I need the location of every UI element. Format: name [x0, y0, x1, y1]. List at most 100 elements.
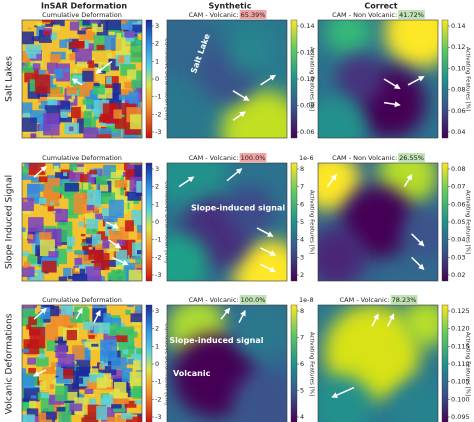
- colorbar-tick-label: -1: [155, 236, 161, 244]
- panel-subtitle: CAM - Non Volcanic: 26.55%: [332, 154, 424, 162]
- colorbar-tick-label: 0.06: [451, 107, 465, 115]
- deformation-patch: [75, 249, 81, 254]
- deformation-patch: [129, 371, 142, 387]
- deformation-patch: [66, 213, 79, 219]
- panel-subtitle: Cumulative Deformation: [42, 296, 122, 304]
- deformation-patch: [83, 39, 91, 48]
- heatmap-blob: [221, 90, 287, 138]
- deformation-patch: [67, 275, 73, 280]
- panel-subtitle: CAM - Volcanic: 100.0%: [189, 296, 266, 304]
- deformation-patch: [80, 233, 86, 237]
- colorbar-tick-label: -3: [155, 128, 161, 136]
- deformation-patch: [107, 226, 112, 230]
- deformation-patch: [108, 229, 113, 235]
- arrow: [260, 74, 277, 86]
- deformation-patch: [23, 387, 40, 402]
- colorbar-tick-label: 0.10: [300, 75, 314, 83]
- deformation-patch: [96, 377, 107, 389]
- deformation-patch: [78, 80, 91, 91]
- deformation-patch: [102, 394, 114, 404]
- colorbar-tick-label: 6: [300, 360, 304, 368]
- deformation-patch: [96, 175, 108, 185]
- arrow: [260, 263, 277, 273]
- row-label: Salt Lakes: [5, 56, 15, 102]
- colorbar-tick-label: -3: [155, 413, 161, 421]
- deformation-patch: [129, 114, 142, 130]
- deformation-patch: [72, 345, 85, 360]
- deformation-patch: [125, 169, 141, 180]
- colorbar-tick-label: -1: [155, 378, 161, 386]
- deformation-patch: [126, 416, 142, 422]
- deformation-patch: [77, 41, 85, 49]
- deformation-patch: [89, 186, 93, 189]
- colorbar-tick-label: 0.120: [451, 325, 470, 333]
- deformation-patch: [107, 323, 119, 336]
- deformation-patch: [88, 249, 102, 260]
- deformation-patch: [73, 68, 78, 74]
- column-header: Correct: [364, 2, 397, 11]
- deformation-patch: [22, 227, 26, 232]
- score-highlight: [390, 295, 418, 304]
- deformation-patch: [135, 258, 142, 267]
- deformation-patch: [96, 44, 105, 51]
- deformation-patch: [80, 242, 89, 247]
- deformation-patch: [63, 361, 75, 376]
- deformation-patch: [87, 189, 102, 208]
- panel: CAM - Volcanic: 100.0% Slope-induced signa…: [166, 153, 315, 282]
- colorbar-label: Activating Features [%]: [465, 47, 471, 111]
- deformation-patch: [70, 317, 82, 323]
- cam-caption: CAM - Volcanic:: [189, 296, 239, 304]
- deformation-patch: [27, 51, 37, 59]
- colorbar-tick-label: 3: [155, 22, 159, 30]
- colorbar: [145, 304, 153, 422]
- colorbar-label: Activating Features [%]: [465, 190, 471, 254]
- heatmap-blob: [324, 20, 372, 56]
- cam-score: 100.0%: [241, 154, 266, 162]
- panel-frame: [166, 162, 288, 282]
- deformation-patch: [52, 379, 64, 392]
- deformation-patch: [134, 400, 142, 405]
- colorbar-tick-label: 0.14: [300, 22, 314, 30]
- score-highlight: [398, 153, 425, 162]
- deformation-patch: [80, 174, 89, 183]
- colorbar-tick-label: 0.095: [451, 413, 470, 421]
- colorbar-tick-label: 0: [155, 360, 159, 368]
- deformation-patch: [50, 75, 54, 79]
- heatmap-blob: [167, 233, 209, 281]
- deformation-patch: [124, 31, 135, 38]
- deformation-patch: [86, 305, 92, 307]
- deformation-patch: [136, 181, 142, 193]
- colorbar-tick-label: 2: [155, 183, 159, 191]
- panel: CAM - Non Volcanic: 41.72% 0.14 0.12 0.10 0.0…: [317, 10, 471, 139]
- deformation-patch: [88, 247, 93, 251]
- deformation-patch: [39, 351, 46, 359]
- deformation-patch: [132, 24, 142, 33]
- deformation-patch: [64, 68, 70, 73]
- colorbar-tick-label: 0.100: [451, 395, 470, 403]
- cam-score: 65.39%: [241, 11, 266, 19]
- deformation-patch: [22, 368, 27, 377]
- deformation-patch: [70, 40, 85, 48]
- panel-frame: [166, 19, 288, 139]
- row-label: Volcanic Deformations: [5, 313, 15, 414]
- deformation-patch: [81, 27, 88, 31]
- deformation-patch: [87, 65, 95, 73]
- deformation-patch: [132, 360, 141, 371]
- deformation-patch: [93, 213, 104, 220]
- colorbar-tick-label: 0.08: [451, 165, 465, 173]
- panel-image: [22, 163, 142, 281]
- cam-caption: CAM - Non Volcanic:: [332, 11, 397, 19]
- panel-subtitle: Cumulative Deformation: [42, 11, 122, 19]
- colorbar-tick-label: 0: [155, 218, 159, 226]
- deformation-patch: [39, 381, 46, 391]
- panel-frame: [317, 304, 439, 422]
- deformation-patch: [93, 322, 110, 334]
- deformation-patch: [76, 61, 88, 68]
- colorbar-tick-label: 2: [155, 40, 159, 48]
- deformation-patch: [85, 266, 101, 281]
- deformation-patch: [131, 70, 142, 90]
- panel-image: [318, 305, 438, 422]
- panel-frame: [317, 162, 439, 282]
- deformation-patch: [22, 65, 35, 73]
- colorbar-tick-label: 5: [300, 387, 304, 395]
